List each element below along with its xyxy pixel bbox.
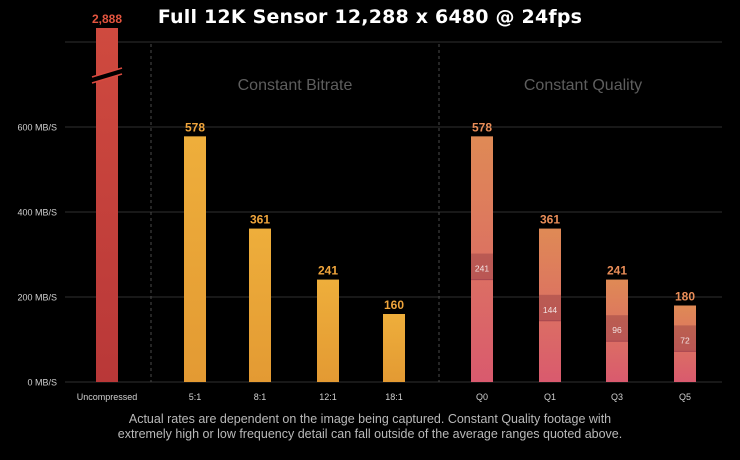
bar: [96, 28, 118, 382]
bar-value-label: 241: [607, 264, 627, 278]
axis-break-line: [91, 73, 123, 84]
bar-value-label: 180: [675, 290, 695, 304]
footnote: Actual rates are dependent on the image …: [0, 412, 740, 442]
x-tick-label: Q0: [476, 392, 488, 402]
bar-value-label: 361: [250, 213, 270, 227]
bar: [184, 136, 206, 382]
bar-value-label: 361: [540, 213, 560, 227]
bar-min-label: 144: [543, 305, 557, 315]
x-tick-label: Q5: [679, 392, 691, 402]
bar-range-shade: [674, 325, 696, 352]
x-tick-label: Uncompressed: [77, 392, 138, 402]
bar-range-shade: [539, 294, 561, 321]
bar-range-shade: [471, 253, 493, 280]
bar: [249, 228, 271, 382]
axis-break-line: [91, 67, 123, 78]
axis-break-gap: [93, 68, 121, 83]
x-tick-label: Q3: [611, 392, 623, 402]
bar-value-label: 241: [318, 264, 338, 278]
bar-value-label: 578: [185, 120, 205, 134]
section-title: Constant Bitrate: [238, 77, 353, 94]
bar: [471, 136, 493, 382]
bar-value-label: 2,888: [92, 12, 122, 26]
footnote-line-2: extremely high or low frequency detail c…: [117, 427, 623, 441]
bar: [317, 279, 339, 382]
footnote-line-1: Actual rates are dependent on the image …: [128, 412, 612, 426]
bar: [383, 314, 405, 382]
bar-min-label: 96: [612, 325, 622, 335]
x-tick-label: 5:1: [189, 392, 202, 402]
bar: [674, 305, 696, 382]
chart-title: Full 12K Sensor 12,288 x 6480 @ 24fps: [157, 6, 583, 28]
y-tick-label: 600 MB/S: [17, 123, 57, 133]
bar: [606, 279, 628, 382]
bar-value-label: 578: [472, 120, 492, 134]
section-title: Constant Quality: [524, 77, 642, 94]
x-tick-label: Q1: [544, 392, 556, 402]
bar-min-label: 241: [475, 264, 489, 274]
bar: [539, 228, 561, 382]
bar-value-label: 160: [384, 298, 404, 312]
y-tick-label: 200 MB/S: [17, 293, 57, 303]
bar-min-label: 72: [680, 335, 690, 345]
x-tick-label: 18:1: [385, 392, 403, 402]
x-tick-label: 12:1: [319, 392, 337, 402]
bar-range-shade: [606, 315, 628, 342]
x-tick-label: 8:1: [254, 392, 267, 402]
y-tick-label: 400 MB/S: [17, 208, 57, 218]
y-tick-label: 0 MB/S: [27, 378, 57, 388]
